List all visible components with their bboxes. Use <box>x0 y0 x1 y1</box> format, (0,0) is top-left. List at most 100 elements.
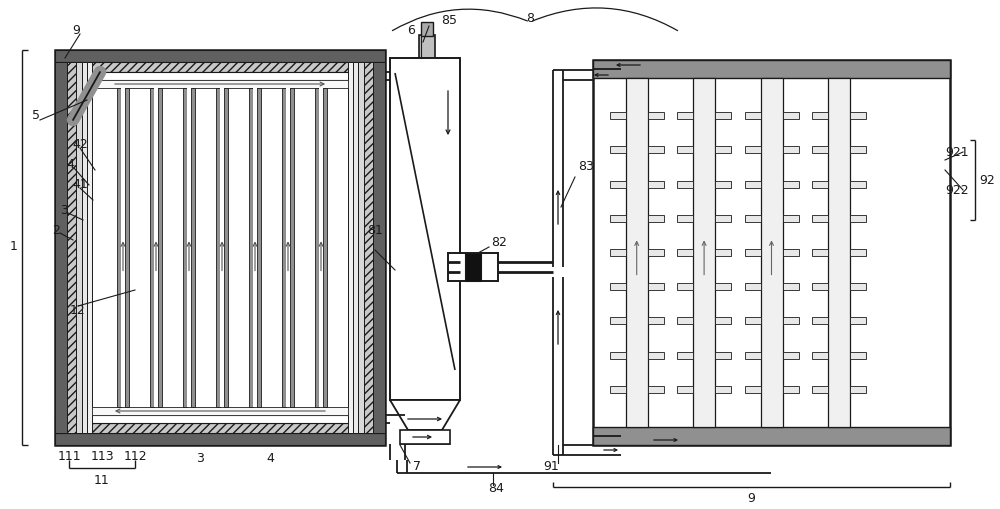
Bar <box>812 181 828 188</box>
Bar <box>76 62 82 433</box>
Bar <box>715 249 731 256</box>
Bar <box>593 427 950 445</box>
Bar <box>82 62 87 433</box>
Bar <box>286 88 290 407</box>
Bar <box>812 318 828 324</box>
Bar <box>850 215 866 222</box>
Bar <box>715 147 731 153</box>
Text: 82: 82 <box>491 236 507 248</box>
Bar <box>677 386 693 393</box>
Bar <box>648 318 664 324</box>
Text: 1: 1 <box>10 240 18 253</box>
Bar <box>358 62 364 433</box>
Bar <box>782 181 798 188</box>
Text: 921: 921 <box>945 146 969 158</box>
Bar <box>744 386 761 393</box>
Bar <box>648 283 664 290</box>
Text: 112: 112 <box>123 449 147 463</box>
Bar <box>55 72 385 80</box>
Bar <box>761 78 782 427</box>
Bar <box>55 415 385 423</box>
Bar <box>715 181 731 188</box>
Bar <box>593 60 950 78</box>
Text: 111: 111 <box>57 449 81 463</box>
Bar <box>744 147 761 153</box>
Bar <box>715 112 731 119</box>
Bar <box>648 352 664 359</box>
Bar <box>812 386 828 393</box>
Bar <box>610 181 626 188</box>
Bar <box>812 112 828 119</box>
Text: 2: 2 <box>52 223 60 237</box>
Bar <box>220 88 224 407</box>
Bar <box>782 386 798 393</box>
Bar <box>117 88 121 407</box>
Bar <box>677 181 693 188</box>
Bar <box>55 407 385 415</box>
Text: 85: 85 <box>441 14 457 26</box>
Bar <box>715 283 731 290</box>
Bar <box>715 352 731 359</box>
Bar <box>850 112 866 119</box>
Text: 11: 11 <box>94 473 110 487</box>
Bar <box>744 352 761 359</box>
Bar <box>744 249 761 256</box>
Bar <box>828 78 850 427</box>
Bar <box>413 58 441 80</box>
Text: 6: 6 <box>407 23 415 37</box>
Bar <box>55 50 385 445</box>
Bar <box>224 88 228 407</box>
Text: 81: 81 <box>367 223 383 237</box>
Bar <box>677 215 693 222</box>
Text: 9: 9 <box>747 493 755 505</box>
Bar <box>850 283 866 290</box>
Bar <box>187 88 191 407</box>
Bar <box>850 249 866 256</box>
Bar <box>158 88 162 407</box>
Text: 922: 922 <box>945 184 969 196</box>
Bar <box>648 147 664 153</box>
Bar <box>150 88 154 407</box>
Bar <box>648 215 664 222</box>
Bar <box>648 386 664 393</box>
Bar <box>257 88 261 407</box>
Text: 4: 4 <box>66 158 74 172</box>
Bar <box>610 147 626 153</box>
Bar <box>782 112 798 119</box>
Bar <box>373 62 385 433</box>
Bar <box>677 318 693 324</box>
Bar <box>782 352 798 359</box>
Bar <box>812 352 828 359</box>
Text: 7: 7 <box>413 461 421 473</box>
Bar <box>610 318 626 324</box>
Bar <box>55 62 385 72</box>
Bar <box>87 62 92 433</box>
Bar <box>610 386 626 393</box>
Text: 84: 84 <box>488 483 504 495</box>
Bar <box>183 88 187 407</box>
Text: 5: 5 <box>32 108 40 122</box>
Bar <box>715 215 731 222</box>
Bar <box>282 88 286 407</box>
Bar <box>610 352 626 359</box>
Text: 42: 42 <box>72 138 88 152</box>
Bar <box>593 60 950 445</box>
Bar <box>610 215 626 222</box>
Bar <box>744 181 761 188</box>
Bar <box>55 423 385 433</box>
Bar <box>677 249 693 256</box>
Bar <box>92 407 348 415</box>
Bar <box>626 78 648 427</box>
Bar <box>216 88 220 407</box>
Bar <box>850 147 866 153</box>
Bar <box>290 88 294 407</box>
Bar <box>400 430 450 444</box>
Bar <box>249 88 253 407</box>
Bar <box>610 249 626 256</box>
Bar <box>55 62 67 433</box>
Bar <box>782 249 798 256</box>
Bar <box>364 62 373 433</box>
Bar <box>154 88 158 407</box>
Text: 8: 8 <box>526 12 534 24</box>
Bar <box>421 22 433 36</box>
